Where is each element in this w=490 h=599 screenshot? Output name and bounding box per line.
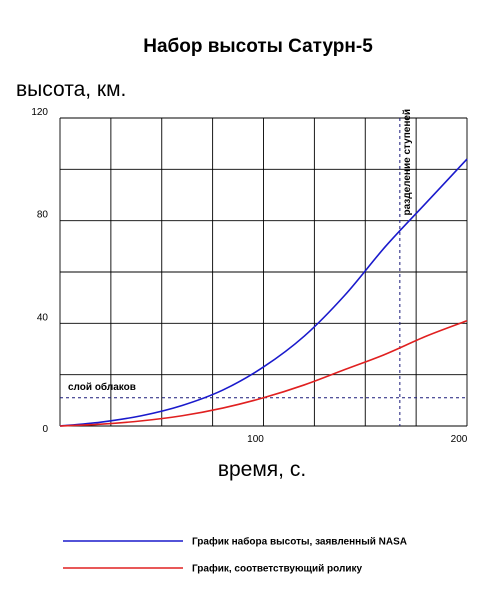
legend: График набора высоты, заявленный NASA Гра… — [63, 536, 407, 575]
y-tick-label: 120 — [31, 107, 48, 118]
stage-separation-label: разделение ступеней — [402, 109, 413, 216]
y-tick-label: 80 — [37, 210, 49, 221]
y-tick-label: 40 — [37, 312, 49, 323]
y-tick-label: 0 — [42, 424, 48, 435]
series — [59, 158, 468, 427]
chart-title: Набор высоты Сатурн-5 — [143, 36, 373, 57]
nasa-altitude-line — [59, 158, 468, 427]
annotations: слой облаков разделение ступеней — [60, 109, 467, 426]
x-axis-label: время, с. — [218, 458, 306, 481]
grid — [59, 117, 468, 427]
video-altitude-line — [59, 320, 468, 427]
tick-labels: 0 40 80 120 100 200 — [31, 107, 467, 445]
x-tick-label: 100 — [247, 434, 264, 445]
cloud-layer-label: слой облаков — [68, 381, 136, 393]
legend-label: График набора высоты, заявленный NASA — [192, 536, 407, 548]
x-tick-label: 200 — [451, 434, 468, 445]
legend-label: График, соответствующий ролику — [192, 563, 362, 575]
y-axis-label: высота, км. — [16, 78, 126, 101]
